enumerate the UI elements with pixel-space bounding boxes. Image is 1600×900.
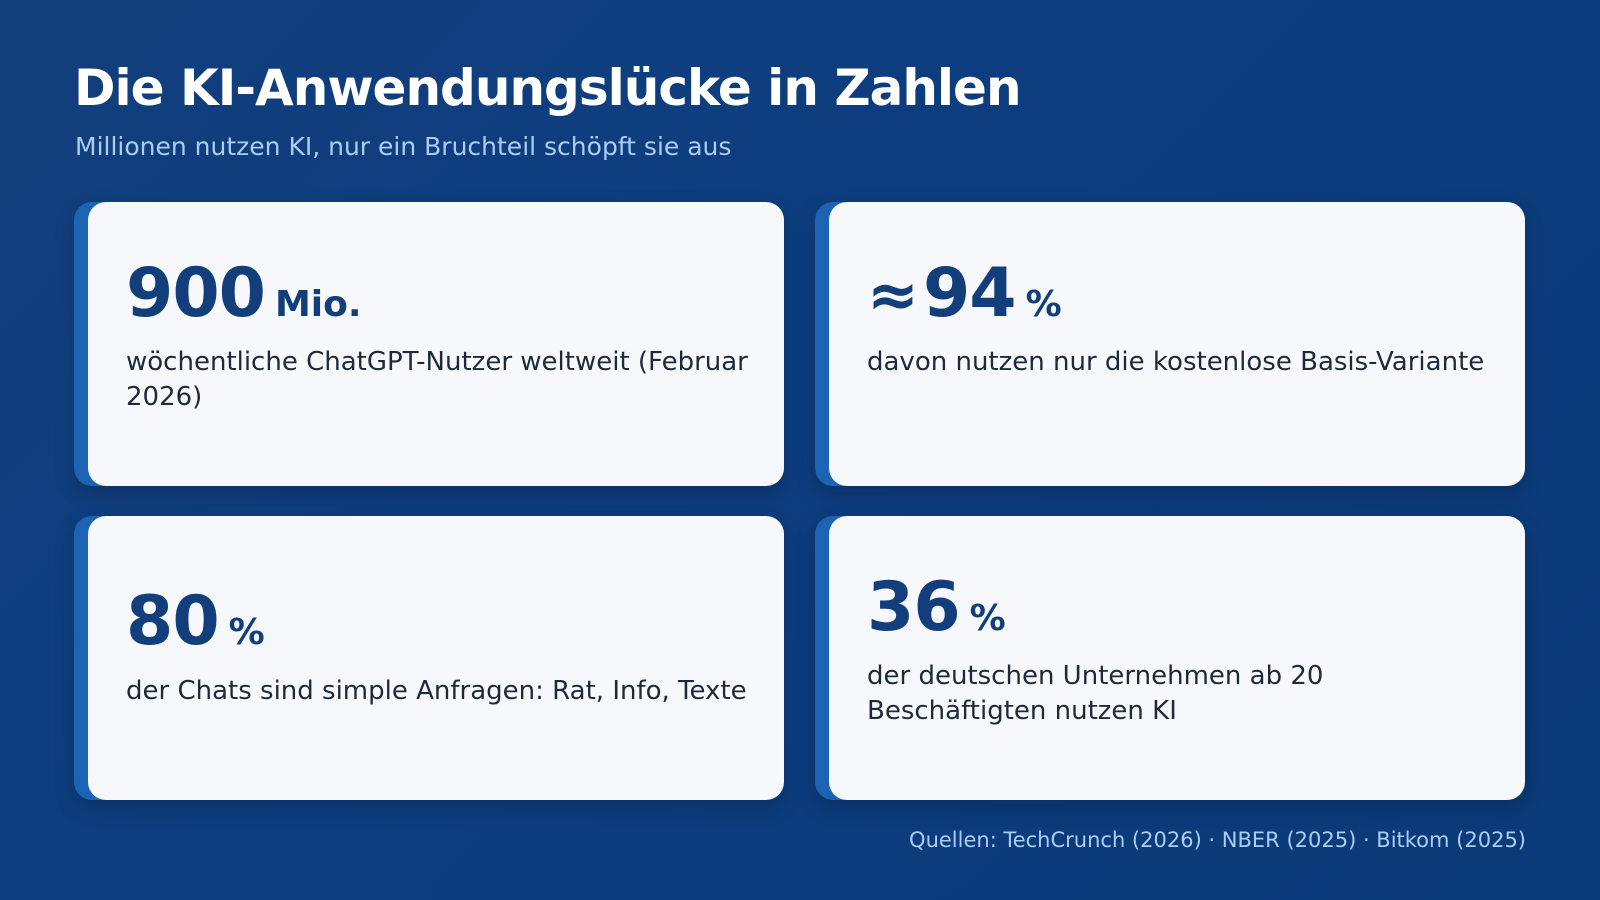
stat-card-german-companies: 36% der deutschen Unternehmen ab 20 Besc… <box>815 516 1525 800</box>
stat-description: wöchentliche ChatGPT-Nutzer weltweit (Fe… <box>126 347 748 412</box>
page-title: Die KI-Anwendungslücke in Zahlen <box>74 59 1022 117</box>
stat-value: 36% <box>867 568 1006 647</box>
stat-number: 36 <box>867 568 961 647</box>
stat-number: 80 <box>126 582 220 661</box>
stat-card-free-tier-share: ≈94% davon nutzen nur die kostenlose Bas… <box>815 202 1525 486</box>
stat-value: 900 Mio. <box>126 254 362 333</box>
stat-description: der deutschen Unternehmen ab 20 Beschäft… <box>867 661 1324 726</box>
stat-description: der Chats sind simple Anfragen: Rat, Inf… <box>126 676 747 706</box>
sources-footnote: Quellen: TechCrunch (2026) · NBER (2025)… <box>909 828 1526 852</box>
stat-unit: % <box>228 612 265 653</box>
stat-card-simple-requests: 80% der Chats sind simple Anfragen: Rat,… <box>74 516 784 800</box>
stat-value: ≈94% <box>867 254 1062 333</box>
card-body: 36% der deutschen Unternehmen ab 20 Besc… <box>829 516 1525 800</box>
stat-card-weekly-users: 900 Mio. wöchentliche ChatGPT-Nutzer welt… <box>74 202 784 486</box>
stat-number: 94 <box>922 254 1017 333</box>
approx-sign: ≈ <box>867 258 919 331</box>
stat-number: 900 <box>126 254 266 333</box>
stat-value: 80% <box>126 582 265 661</box>
stat-unit: Mio. <box>274 284 362 325</box>
page-subtitle: Millionen nutzen KI, nur ein Bruchteil s… <box>75 132 732 161</box>
stat-unit: % <box>1025 284 1062 325</box>
stat-description: davon nutzen nur die kostenlose Basis-Va… <box>867 347 1485 377</box>
card-body: 80% der Chats sind simple Anfragen: Rat,… <box>88 516 784 800</box>
card-body: 900 Mio. wöchentliche ChatGPT-Nutzer welt… <box>88 202 784 486</box>
stat-unit: % <box>969 598 1006 639</box>
card-body: ≈94% davon nutzen nur die kostenlose Bas… <box>829 202 1525 486</box>
